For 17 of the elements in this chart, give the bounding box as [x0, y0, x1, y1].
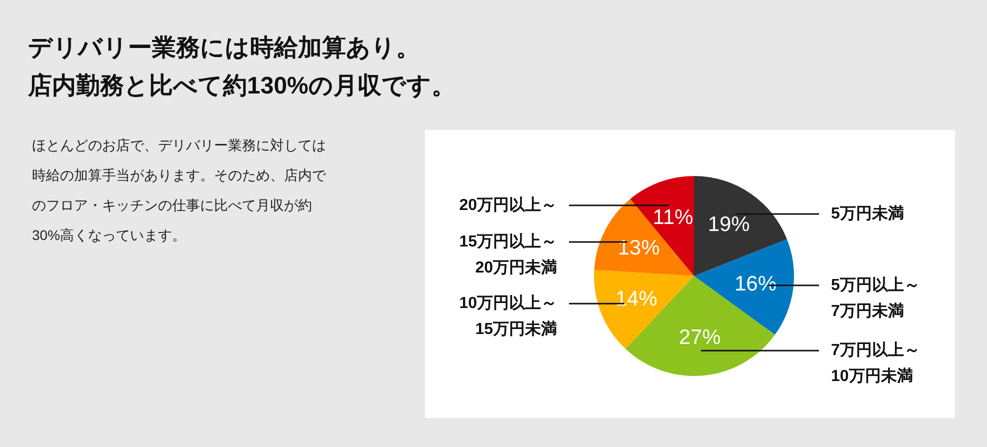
slice-label: 5万円未満: [831, 204, 904, 222]
text: デリバリー業務には時給加算あり。: [28, 34, 420, 62]
data-label: 27%: [678, 326, 721, 350]
data-label: 19%: [708, 213, 750, 236]
pie-slice: [694, 176, 787, 276]
slice-label: 7万円以上～ 10万円未満: [831, 341, 920, 386]
data-label: 11%: [652, 206, 694, 230]
slice-label: 15万円以上～ 20万円未満: [459, 232, 557, 276]
text: ほとんどのお店で、デリバリー業務に対しては時給の加算手当があります。そのため、店内でのフロア・キッチンの仕事に比べて月収が約30%高くなっています。: [32, 136, 328, 245]
slice-label: 5万円以上～ 7万円未満: [831, 276, 920, 320]
data-label: 16%: [734, 272, 777, 296]
pie-slice: [594, 198, 694, 276]
slice-label: 10万円以上～ 15万円未満: [459, 294, 557, 338]
slice-label: 20万円以上～: [459, 196, 557, 214]
data-label: 13%: [618, 236, 660, 260]
text: 店内勤務と比べて約130%の月収です。: [27, 72, 456, 100]
data-label: 14%: [615, 287, 658, 310]
